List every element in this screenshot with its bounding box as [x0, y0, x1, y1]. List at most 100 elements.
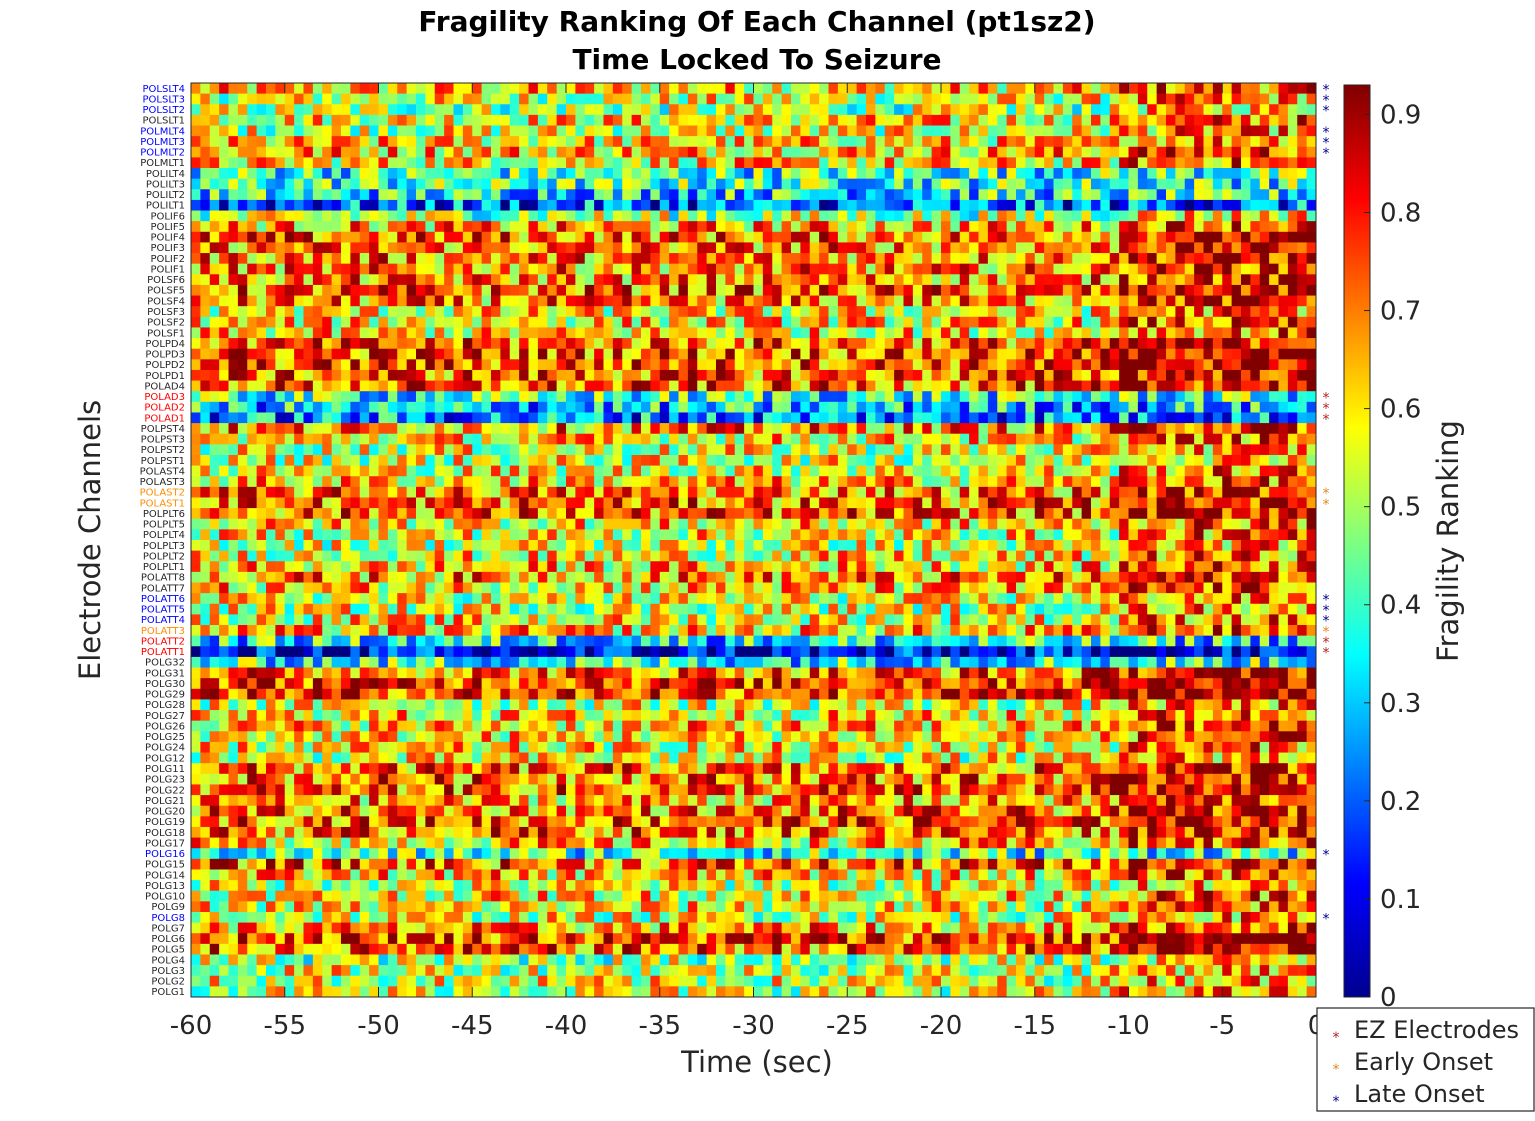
- heatmap-cell: [528, 168, 539, 180]
- heatmap-cell: [875, 242, 886, 254]
- heatmap-cell: [200, 189, 211, 201]
- heatmap-cell: [978, 433, 989, 445]
- heatmap-cell: [631, 295, 642, 307]
- heatmap-cell: [359, 93, 370, 105]
- heatmap-cell: [641, 146, 651, 158]
- heatmap-cell: [1166, 178, 1176, 190]
- heatmap-cell: [884, 284, 895, 296]
- heatmap-cell: [294, 306, 304, 318]
- heatmap-cell: [434, 401, 445, 413]
- heatmap-cell: [519, 316, 529, 328]
- heatmap-cell: [1231, 199, 1242, 211]
- heatmap-cell: [875, 359, 886, 371]
- heatmap-cell: [1109, 444, 1120, 456]
- heatmap-cell: [1156, 444, 1167, 456]
- heatmap-cell: [1034, 274, 1045, 286]
- heatmap-cell: [866, 486, 876, 498]
- heatmap-cell: [941, 391, 951, 403]
- heatmap-cell: [762, 401, 773, 413]
- heatmap-cell: [706, 104, 717, 116]
- heatmap-cell: [837, 146, 848, 158]
- heatmap-cell: [1137, 327, 1148, 339]
- heatmap-cell: [1128, 284, 1139, 296]
- heatmap-cell: [791, 465, 801, 477]
- heatmap-cell: [762, 199, 773, 211]
- heatmap-cell: [1025, 454, 1036, 467]
- heatmap-cell: [453, 136, 464, 148]
- heatmap-cell: [847, 306, 858, 318]
- heatmap-cell: [1100, 380, 1111, 392]
- heatmap-cell: [1025, 253, 1036, 265]
- heatmap-cell: [678, 359, 689, 371]
- heatmap-cell: [378, 401, 389, 413]
- heatmap-cell: [678, 476, 689, 488]
- heatmap-cell: [284, 433, 295, 445]
- heatmap-cell: [284, 231, 295, 243]
- heatmap-cell: [1222, 274, 1233, 286]
- heatmap-cell: [359, 189, 370, 201]
- heatmap-cell: [716, 359, 726, 371]
- heatmap-cell: [1016, 178, 1026, 190]
- heatmap-cell: [209, 274, 220, 286]
- heatmap-cell: [1194, 316, 1204, 328]
- heatmap-cell: [716, 518, 726, 530]
- heatmap-cell: [941, 210, 951, 222]
- heatmap-cell: [519, 295, 529, 307]
- heatmap-cell: [791, 93, 801, 105]
- heatmap-cell: [1025, 263, 1036, 275]
- heatmap-cell: [781, 136, 792, 148]
- heatmap-cell: [1147, 401, 1158, 413]
- heatmap-cell: [1241, 454, 1251, 467]
- heatmap-cell: [266, 423, 276, 435]
- heatmap-cell: [500, 93, 511, 105]
- heatmap-cell: [322, 125, 333, 137]
- heatmap-cell: [1062, 221, 1073, 233]
- heatmap-cell: [997, 221, 1008, 233]
- heatmap-cell: [1175, 136, 1186, 148]
- heatmap-cell: [828, 199, 839, 211]
- heatmap-cell: [509, 104, 520, 116]
- heatmap-cell: [1109, 423, 1120, 435]
- heatmap-cell: [547, 242, 558, 254]
- heatmap-cell: [706, 189, 717, 201]
- heatmap-cell: [828, 189, 839, 201]
- heatmap-cell: [669, 284, 679, 296]
- heatmap-cell: [1250, 327, 1261, 339]
- heatmap-cell: [312, 295, 323, 307]
- heatmap-cell: [1222, 444, 1233, 456]
- heatmap-cell: [209, 518, 220, 530]
- heatmap-cell: [425, 210, 436, 222]
- heatmap-cell: [697, 508, 708, 520]
- heatmap-cell: [1297, 369, 1308, 381]
- heatmap-cell: [434, 295, 445, 307]
- heatmap-cell: [866, 221, 876, 233]
- heatmap-cell: [1044, 306, 1054, 318]
- heatmap-cell: [1137, 508, 1148, 520]
- heatmap-cell: [312, 423, 323, 435]
- heatmap-cell: [744, 433, 754, 445]
- heatmap-cell: [781, 486, 792, 498]
- heatmap-cell: [1081, 444, 1092, 456]
- heatmap-cell: [1231, 274, 1242, 286]
- heatmap-cell: [641, 157, 651, 169]
- heatmap-cell: [800, 146, 811, 158]
- heatmap-cell: [369, 306, 379, 318]
- heatmap-cell: [1072, 178, 1083, 190]
- heatmap-cell: [331, 306, 342, 318]
- heatmap-cell: [772, 348, 783, 360]
- heatmap-cell: [1231, 306, 1242, 318]
- heatmap-cell: [1231, 444, 1242, 456]
- heatmap-cell: [434, 338, 445, 350]
- heatmap-cell: [875, 83, 886, 95]
- heatmap-cell: [1287, 136, 1298, 148]
- heatmap-cell: [1184, 465, 1195, 477]
- heatmap-cell: [303, 136, 314, 148]
- heatmap-cell: [603, 444, 614, 456]
- heatmap-cell: [603, 327, 614, 339]
- heatmap-cell: [884, 391, 895, 403]
- heatmap-cell: [1006, 178, 1017, 190]
- heatmap-cell: [781, 125, 792, 137]
- heatmap-cell: [912, 497, 923, 509]
- heatmap-cell: [1241, 444, 1251, 456]
- heatmap-cell: [1137, 284, 1148, 296]
